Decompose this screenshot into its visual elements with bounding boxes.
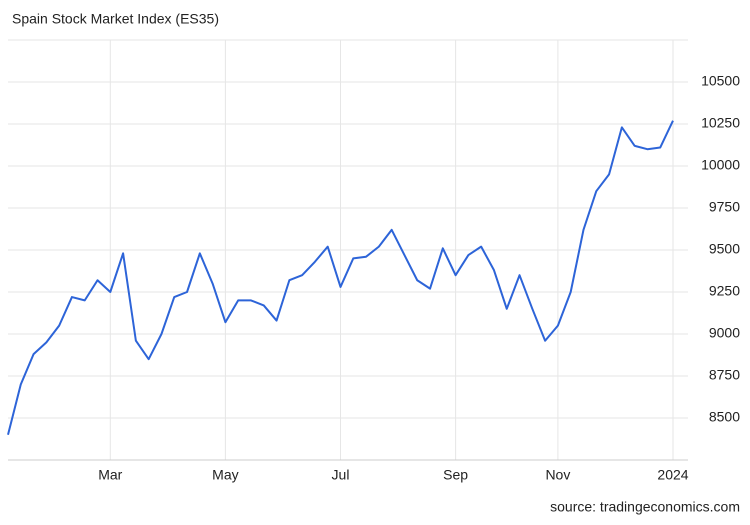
- y-tick-label: 9250: [709, 283, 740, 299]
- y-tick-label: 8750: [709, 367, 740, 383]
- x-tick-label: Sep: [443, 467, 468, 483]
- y-tick-label: 10000: [701, 157, 740, 173]
- y-tick-label: 8500: [709, 409, 740, 425]
- y-tick-label: 9500: [709, 241, 740, 257]
- chart-title: Spain Stock Market Index (ES35): [12, 11, 219, 27]
- x-tick-label: May: [212, 467, 238, 483]
- x-tick-label: Nov: [545, 467, 570, 483]
- x-tick-label: 2024: [657, 467, 688, 483]
- source: source: tradingeconomics.com: [550, 499, 740, 515]
- line-series: [7, 120, 674, 436]
- y-tick-label: 10500: [701, 73, 740, 89]
- y-tick-label: 9750: [709, 199, 740, 215]
- x-tick-label: Mar: [98, 467, 122, 483]
- y-tick-label: 10250: [701, 115, 740, 131]
- x-tick-label: Jul: [332, 467, 350, 483]
- y-tick-label: 9000: [709, 325, 740, 341]
